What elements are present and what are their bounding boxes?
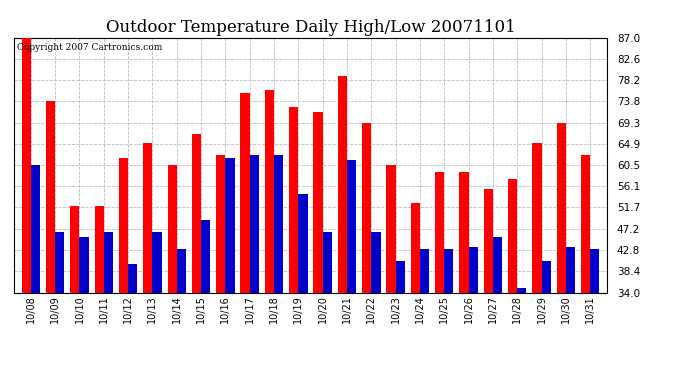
Bar bbox=[323, 232, 332, 375]
Bar bbox=[152, 232, 161, 375]
Bar bbox=[532, 143, 542, 375]
Bar bbox=[119, 158, 128, 375]
Bar bbox=[484, 189, 493, 375]
Bar bbox=[362, 123, 371, 375]
Bar bbox=[31, 165, 40, 375]
Bar bbox=[70, 206, 79, 375]
Bar bbox=[518, 288, 526, 375]
Bar bbox=[411, 204, 420, 375]
Bar bbox=[420, 249, 429, 375]
Bar bbox=[144, 143, 152, 375]
Bar bbox=[21, 38, 31, 375]
Bar bbox=[469, 247, 477, 375]
Bar bbox=[460, 172, 469, 375]
Bar bbox=[168, 165, 177, 375]
Bar bbox=[395, 261, 405, 375]
Bar bbox=[240, 93, 250, 375]
Title: Outdoor Temperature Daily High/Low 20071101: Outdoor Temperature Daily High/Low 20071… bbox=[106, 19, 515, 36]
Bar bbox=[313, 112, 323, 375]
Bar bbox=[289, 107, 298, 375]
Bar bbox=[46, 101, 55, 375]
Bar bbox=[337, 76, 347, 375]
Bar bbox=[493, 237, 502, 375]
Bar bbox=[201, 220, 210, 375]
Bar bbox=[216, 155, 226, 375]
Bar bbox=[581, 155, 590, 375]
Bar bbox=[177, 249, 186, 375]
Bar bbox=[192, 134, 201, 375]
Bar bbox=[128, 264, 137, 375]
Text: Copyright 2007 Cartronics.com: Copyright 2007 Cartronics.com bbox=[17, 43, 162, 52]
Bar bbox=[250, 155, 259, 375]
Bar bbox=[55, 232, 64, 375]
Bar bbox=[298, 194, 308, 375]
Bar bbox=[566, 247, 575, 375]
Bar bbox=[557, 123, 566, 375]
Bar bbox=[590, 249, 600, 375]
Bar bbox=[95, 206, 103, 375]
Bar bbox=[371, 232, 381, 375]
Bar bbox=[542, 261, 551, 375]
Bar bbox=[226, 158, 235, 375]
Bar bbox=[347, 160, 356, 375]
Bar bbox=[79, 237, 89, 375]
Bar bbox=[265, 90, 274, 375]
Bar bbox=[104, 232, 113, 375]
Bar bbox=[435, 172, 444, 375]
Bar bbox=[444, 249, 453, 375]
Bar bbox=[508, 179, 518, 375]
Bar bbox=[274, 155, 284, 375]
Bar bbox=[386, 165, 395, 375]
